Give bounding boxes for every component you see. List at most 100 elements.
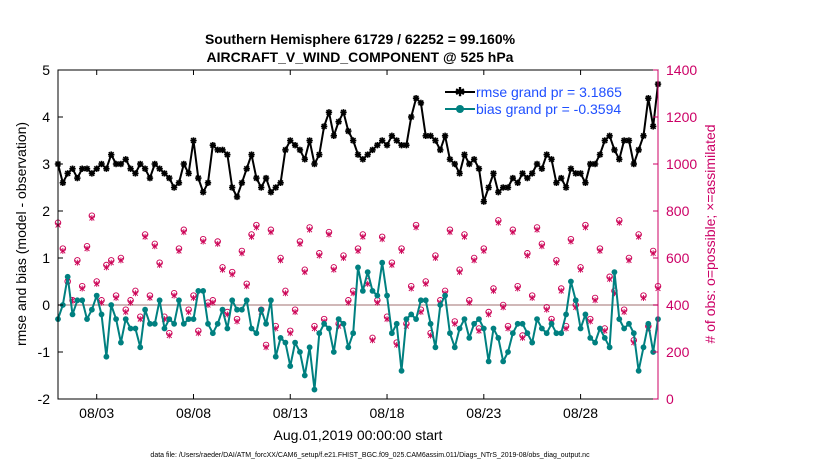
rmse-point-stroke xyxy=(379,137,386,144)
rmse-point-stroke xyxy=(301,156,308,163)
bias-point xyxy=(403,316,410,322)
bias-point xyxy=(572,297,579,304)
bias-point xyxy=(161,325,168,332)
bias-point xyxy=(611,269,618,275)
rmse-point-stroke xyxy=(132,170,139,177)
rmse-point-stroke xyxy=(514,179,521,186)
plot-area xyxy=(58,70,658,399)
rmse-point xyxy=(291,142,299,149)
obs-assimilated-point xyxy=(524,252,531,259)
obs-assimilated-point xyxy=(326,231,332,238)
rmse-point-stroke xyxy=(156,165,163,172)
rmse-point xyxy=(553,179,560,186)
rmse-point xyxy=(287,137,294,144)
rmse-point xyxy=(190,137,197,144)
bias-point xyxy=(64,273,71,280)
obs-assimilated-point xyxy=(277,257,284,264)
obs-assimilated-point xyxy=(481,247,487,254)
rmse-point xyxy=(122,156,129,163)
rmse-point-stroke xyxy=(466,161,473,167)
rmse-point xyxy=(480,198,488,205)
obs-assimilated-point xyxy=(93,280,100,287)
rmse-point-stroke xyxy=(224,151,231,158)
rmse-point-stroke xyxy=(272,184,279,191)
rmse-point-stroke xyxy=(151,161,158,167)
bias-point xyxy=(258,306,265,313)
rmse-point xyxy=(103,165,110,172)
legend: ✱ rmse grand pr = 3.1865 bias grand pr =… xyxy=(445,84,622,117)
rmse-point xyxy=(108,151,115,158)
bias-point xyxy=(534,316,540,322)
rmse-point xyxy=(412,95,420,102)
rmse-point xyxy=(548,156,555,163)
rmse-point-stroke xyxy=(258,184,265,191)
bias-point xyxy=(369,288,376,294)
y-axis-right-label: # of obs: o=possible; ×=assimilated xyxy=(702,124,718,343)
obs-assimilated-point xyxy=(243,283,250,290)
obs-assimilated-point xyxy=(89,215,95,222)
bias-point xyxy=(384,292,390,299)
bias-point xyxy=(74,297,81,304)
rmse-series xyxy=(54,80,662,205)
rmse-point-stroke xyxy=(88,170,95,177)
bias-point xyxy=(601,335,608,341)
rmse-point xyxy=(64,170,71,177)
obs-assimilated-point xyxy=(219,266,226,273)
legend-bias-icon xyxy=(456,105,464,113)
rmse-point xyxy=(616,156,623,163)
bias-point xyxy=(108,302,115,308)
rmse-point xyxy=(238,179,246,186)
rmse-point xyxy=(514,179,521,186)
bias-point xyxy=(408,311,415,318)
rmse-point-stroke xyxy=(456,170,463,177)
obs-assimilated-point xyxy=(171,292,177,299)
rmse-point-stroke xyxy=(219,146,226,153)
rmse-point-stroke xyxy=(185,170,192,177)
rmse-point-stroke xyxy=(587,161,594,167)
bias-point xyxy=(355,264,361,271)
rmse-point-stroke xyxy=(485,184,492,191)
obs-assimilated-point xyxy=(200,238,206,245)
rmse-point xyxy=(432,137,439,144)
rmse-point-stroke xyxy=(626,137,632,144)
bias-series xyxy=(55,259,661,393)
obs-assimilated-point xyxy=(384,316,390,323)
rmse-point xyxy=(630,160,638,168)
obs-assimilated-point xyxy=(331,266,337,273)
obs-assimilated-point xyxy=(582,224,589,231)
bias-point xyxy=(616,316,623,322)
rmse-point-stroke xyxy=(340,109,347,116)
rmse-point-stroke xyxy=(359,156,366,163)
bias-point xyxy=(345,344,352,351)
rmse-point xyxy=(533,160,541,168)
obs-assimilated-point xyxy=(500,304,506,311)
rmse-point xyxy=(485,184,492,191)
rmse-point-stroke xyxy=(432,137,439,144)
rmse-point xyxy=(69,165,76,172)
obs-assimilated-point xyxy=(340,255,347,261)
bias-point xyxy=(321,320,328,327)
bias-point xyxy=(548,320,555,327)
rmse-point-stroke xyxy=(113,161,120,167)
bias-point xyxy=(418,297,424,304)
bias-point xyxy=(209,330,216,337)
bias-point xyxy=(350,330,357,337)
rmse-point-stroke xyxy=(142,165,149,172)
rmse-point-stroke xyxy=(79,165,86,172)
rmse-point xyxy=(301,156,308,163)
bias-point xyxy=(248,325,255,332)
obs-assimilated-point xyxy=(239,250,245,257)
rmse-point-stroke xyxy=(582,179,589,186)
obs-assimilated-point xyxy=(514,285,521,292)
rmse-point xyxy=(166,174,173,182)
bias-point xyxy=(568,278,574,285)
rmse-point xyxy=(219,146,226,154)
bias-point xyxy=(437,302,444,308)
rmse-point xyxy=(504,184,512,191)
obs-assimilated-point xyxy=(447,229,453,236)
rmse-point-stroke xyxy=(524,175,531,182)
y-right-tick-label: 1400 xyxy=(666,62,697,78)
rmse-point-stroke xyxy=(529,170,536,177)
rmse-point-stroke xyxy=(103,165,110,172)
rmse-point xyxy=(451,160,458,168)
